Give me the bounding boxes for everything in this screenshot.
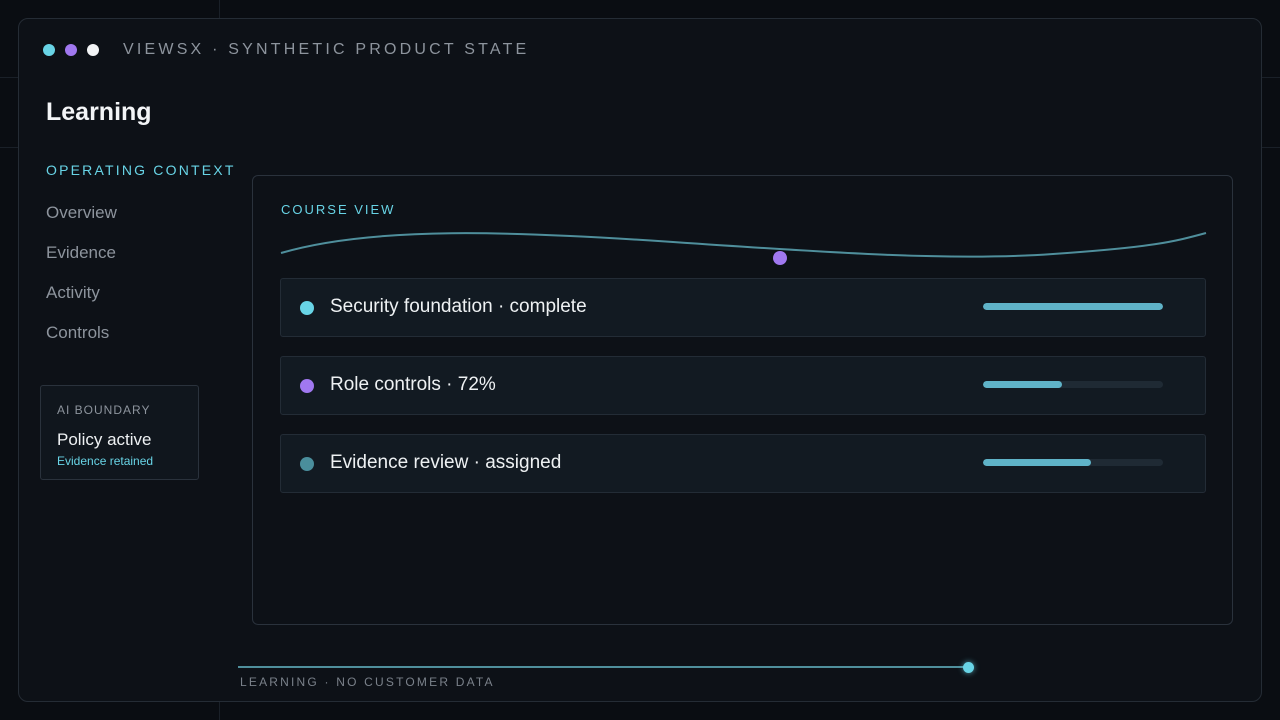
app-title: VIEWSX · SYNTHETIC PRODUCT STATE	[123, 41, 530, 58]
course-row-label: Role controls · 72%	[330, 374, 496, 395]
progress-fill	[983, 459, 1091, 466]
sidebar-item-evidence[interactable]: Evidence	[46, 243, 116, 262]
progress-fill	[983, 303, 1163, 310]
course-view-panel: COURSE VIEW Security foundation · comple…	[252, 175, 1233, 625]
ai-boundary-card: AI BOUNDARY Policy active Evidence retai…	[40, 385, 199, 480]
course-row-security[interactable]: Security foundation · complete	[280, 278, 1206, 337]
sidebar-item-overview[interactable]: Overview	[46, 203, 117, 222]
window-dot-purple[interactable]	[65, 44, 77, 56]
progress-track	[983, 381, 1163, 388]
progress-track	[983, 459, 1163, 466]
footer-timeline	[238, 666, 968, 668]
sidebar-nav: Overview Evidence Activity Controls	[46, 202, 117, 362]
status-dot-icon	[300, 301, 314, 315]
progress-track	[983, 303, 1163, 310]
window-dot-white[interactable]	[87, 44, 99, 56]
course-view-label: COURSE VIEW	[281, 202, 396, 217]
title-bar: VIEWSX · SYNTHETIC PRODUCT STATE	[43, 41, 529, 59]
course-row-label: Evidence review · assigned	[330, 452, 562, 473]
status-dot-icon	[300, 379, 314, 393]
course-row-role-controls[interactable]: Role controls · 72%	[280, 356, 1206, 415]
course-progress-wave	[280, 232, 1207, 265]
sidebar-item-activity[interactable]: Activity	[46, 283, 100, 302]
footer-caption: LEARNING · NO CUSTOMER DATA	[240, 675, 495, 689]
course-row-evidence-review[interactable]: Evidence review · assigned	[280, 434, 1206, 493]
app-window: VIEWSX · SYNTHETIC PRODUCT STATE Learnin…	[18, 18, 1262, 702]
course-row-label: Security foundation · complete	[330, 296, 587, 317]
progress-fill	[983, 381, 1063, 388]
timeline-handle[interactable]	[963, 662, 974, 673]
wave-marker[interactable]	[773, 251, 787, 265]
ai-boundary-status: Policy active	[57, 430, 152, 449]
window-dot-cyan[interactable]	[43, 44, 55, 56]
sidebar-item-controls[interactable]: Controls	[46, 323, 110, 342]
operating-context-label: OPERATING CONTEXT	[46, 162, 236, 178]
ai-boundary-subtext: Evidence retained	[57, 454, 154, 468]
status-dot-icon	[300, 457, 314, 471]
wave-line	[280, 232, 1207, 258]
page-title: Learning	[46, 98, 152, 126]
ai-boundary-label: AI BOUNDARY	[57, 403, 151, 417]
